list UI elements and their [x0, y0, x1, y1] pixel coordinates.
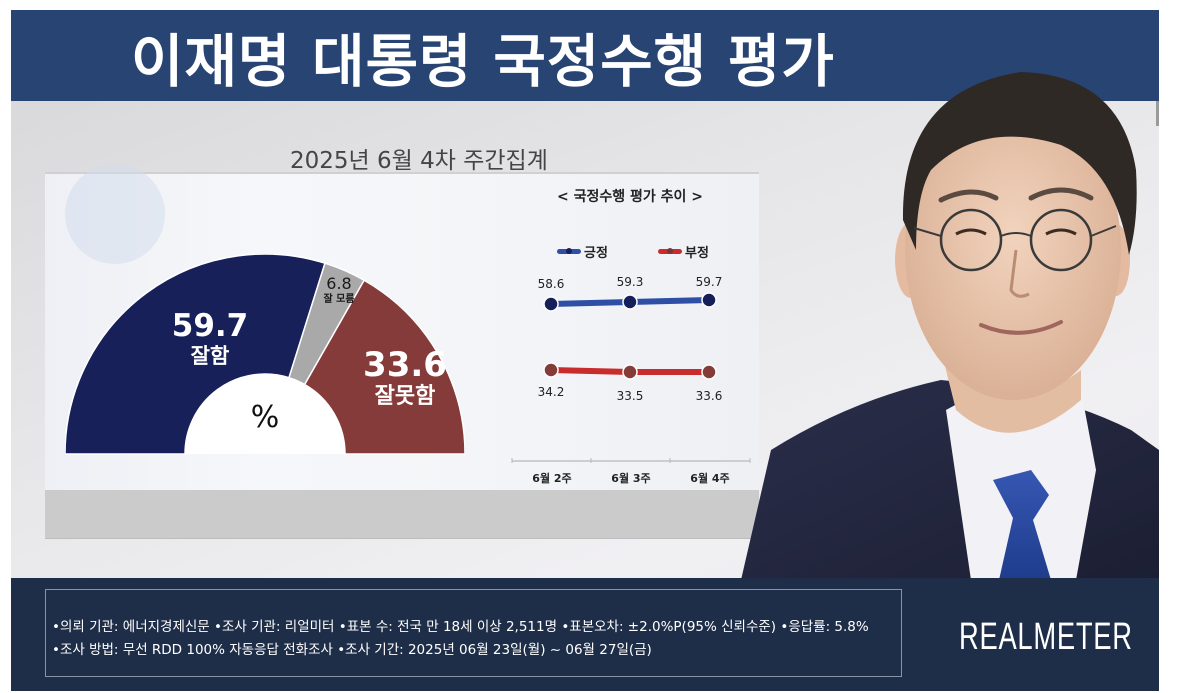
- donut-slice-negative: [303, 279, 466, 455]
- legend-negative-label: 부정: [685, 246, 709, 261]
- legend-positive-label: 긍정: [584, 246, 608, 261]
- header-bar: 이재명 대통령 국정수행 평가: [11, 10, 1159, 101]
- negative-value: 33.6: [363, 345, 447, 385]
- x-tick-label: 6월 3주: [611, 472, 651, 485]
- trend-line-chart: < 국정수행 평가 추이 > 긍정 부정: [500, 174, 760, 492]
- positive-value-week4: 59.7: [695, 275, 723, 289]
- positive-value: 59.7: [171, 308, 249, 344]
- divider: [1156, 101, 1159, 126]
- chart-card: 59.7 잘함 6.8 잘 모름 33.6 잘못함 % < 국정수행 평가 추이…: [45, 164, 760, 492]
- poll-graphic: 이재명 대통령 국정수행 평가 2025년 6월 4차 주간집계 59.7 잘함: [11, 10, 1159, 691]
- survey-info-line-2: •조사 방법: 무선 RDD 100% 자동응답 전화조사 •조사 기간: 20…: [52, 642, 652, 658]
- negative-point: [543, 362, 559, 378]
- positive-point: [622, 294, 638, 310]
- donut-hole: [185, 374, 345, 454]
- survey-info-line-1: •의뢰 기관: 에너지경제신문 •조사 기관: 리얼미터 •표본 수: 전국 만…: [52, 619, 869, 635]
- positive-point: [701, 292, 717, 308]
- legend-negative-swatch-icon: [658, 248, 682, 254]
- dont-know-label: 6.8 잘 모름: [317, 275, 361, 306]
- president-portrait: [741, 72, 1159, 580]
- realmeter-logo: REALMETER: [959, 616, 1133, 658]
- negative-caption: 잘못함: [374, 384, 436, 409]
- trend-svg: [511, 292, 751, 463]
- footer: •의뢰 기관: 에너지경제신문 •조사 기관: 리얼미터 •표본 수: 전국 만…: [11, 578, 1159, 691]
- negative-point: [701, 364, 717, 380]
- positive-label: 59.7 잘함: [160, 309, 260, 369]
- positive-caption: 잘함: [190, 344, 230, 368]
- x-tick-label: 6월 2주: [532, 472, 572, 485]
- dont-know-value: 6.8: [326, 274, 352, 293]
- decorative-circle: [65, 164, 165, 264]
- dont-know-caption: 잘 모름: [323, 294, 355, 305]
- legend-positive: 긍정: [557, 242, 608, 261]
- positive-point: [543, 296, 559, 312]
- survey-info-box: •의뢰 기관: 에너지경제신문 •조사 기관: 리얼미터 •표본 수: 전국 만…: [45, 589, 902, 677]
- card-base: [45, 490, 759, 539]
- survey-period-subtitle: 2025년 6월 4차 주간집계: [290, 148, 548, 174]
- half-donut-svg: [64, 253, 466, 455]
- negative-label: 33.6 잘못함: [350, 347, 460, 411]
- legend-negative: 부정: [658, 242, 709, 261]
- negative-point: [622, 364, 638, 380]
- page-title: 이재명 대통령 국정수행 평가: [131, 29, 835, 95]
- approval-half-donut-chart: 59.7 잘함 6.8 잘 모름 33.6 잘못함 %: [64, 253, 466, 459]
- trend-title: < 국정수행 평가 추이 >: [557, 189, 703, 205]
- negative-value-week4: 33.6: [695, 389, 723, 403]
- negative-value-week3: 33.5: [616, 389, 644, 403]
- legend-positive-swatch-icon: [557, 248, 581, 254]
- negative-value-week2: 34.2: [537, 385, 565, 399]
- positive-value-week3: 59.3: [616, 275, 644, 289]
- unit-label: %: [250, 400, 280, 435]
- x-tick-label: 6월 4주: [690, 472, 730, 485]
- positive-value-week2: 58.6: [537, 277, 565, 291]
